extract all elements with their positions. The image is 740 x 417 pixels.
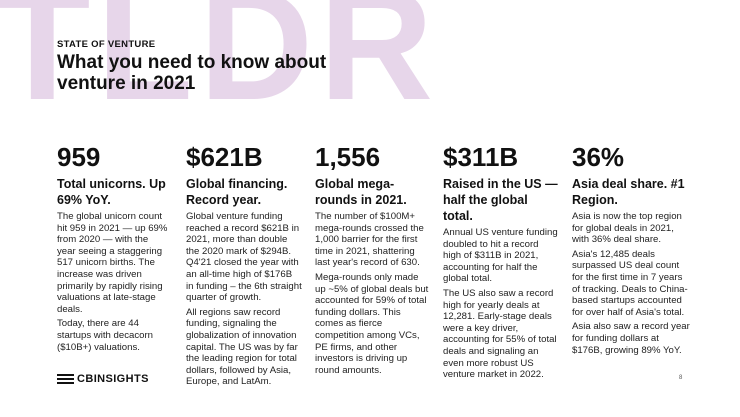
page-title: What you need to know about venture in 2…	[57, 52, 327, 94]
stat-body: Asia is now the top region for global de…	[572, 211, 690, 356]
stat-column-global-financing: $621B Global financing. Record year. Glo…	[186, 142, 302, 391]
stat-column-mega-rounds: 1,556 Global mega-rounds in 2021. The nu…	[315, 142, 431, 379]
cbinsights-logo: CBINSIGHTS	[57, 373, 149, 385]
paragraph: Today, there are 44 startups with decaco…	[57, 318, 153, 353]
cbinsights-logo-icon	[57, 374, 74, 384]
paragraph: The global unicorn count hit 959 in 2021…	[57, 211, 168, 315]
stat-column-us-funding: $311B Raised in the US — half the global…	[443, 142, 559, 384]
stat-body: Global venture funding reached a record …	[186, 211, 302, 388]
stat-subtitle: Global financing. Record year.	[186, 177, 288, 207]
stat-subtitle: Raised in the US — half the global total…	[443, 177, 558, 223]
stat-subtitle: Total unicorns. Up 69% YoY.	[57, 177, 166, 207]
paragraph: All regions saw record funding, signalin…	[186, 306, 298, 388]
stat-subtitle: Asia deal share. #1 Region.	[572, 177, 685, 207]
paragraph: Asia is now the top region for global de…	[572, 211, 682, 246]
stat-value: 1,556	[315, 142, 381, 172]
stat-value: 959	[57, 142, 101, 172]
paragraph: The US also saw a record high for yearly…	[443, 287, 557, 381]
stat-column-asia-deal-share: 36% Asia deal share. #1 Region. Asia is …	[572, 142, 690, 359]
page-number: 8	[679, 375, 683, 381]
stat-body: The global unicorn count hit 959 in 2021…	[57, 211, 169, 353]
paragraph: Global venture funding reached a record …	[186, 211, 302, 304]
paragraph: Annual US venture funding doubled to hit…	[443, 227, 558, 285]
stat-value: $311B	[443, 142, 519, 172]
stat-value: $621B	[186, 142, 263, 172]
paragraph: Mega-rounds only made up ~5% of global d…	[315, 271, 429, 376]
stat-subtitle: Global mega-rounds in 2021.	[315, 177, 407, 207]
paragraph: Asia's 12,485 deals surpassed US deal co…	[572, 248, 688, 318]
paragraph: The number of $100M+ mega-rounds crossed…	[315, 211, 424, 269]
stat-body: The number of $100M+ mega-rounds crossed…	[315, 211, 431, 376]
logo-text: CBINSIGHTS	[77, 373, 149, 385]
watermark-text: TLDR	[0, 0, 440, 133]
paragraph: Asia also saw a record year for funding …	[572, 321, 690, 356]
stat-body: Annual US venture funding doubled to hit…	[443, 227, 559, 381]
section-kicker: STATE OF VENTURE	[57, 39, 156, 50]
stat-column-unicorns: 959 Total unicorns. Up 69% YoY. The glob…	[57, 142, 169, 356]
stat-value: 36%	[572, 142, 625, 172]
